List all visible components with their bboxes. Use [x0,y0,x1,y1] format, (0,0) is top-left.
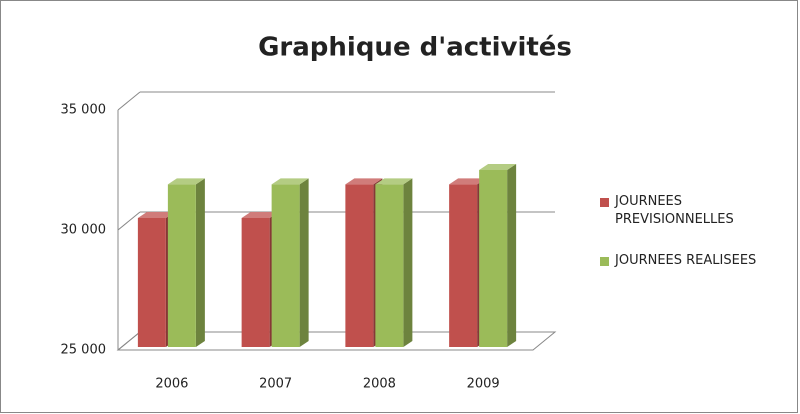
chart-title: Graphique d'activités [258,33,572,63]
bar [271,184,300,347]
bar [449,184,478,347]
bar [137,218,166,347]
y-tick-label: 25 000 [61,343,107,358]
bar [167,184,196,347]
bar-top [167,178,205,185]
bar-top [241,212,279,218]
bar-side [195,178,205,347]
bar-top [137,212,175,218]
grid-line [117,211,141,231]
bar-top [479,164,517,170]
x-tick-label: 2006 [155,377,188,392]
bar [241,218,270,347]
bar-top [375,178,413,185]
bar [479,170,508,347]
legend-swatch [600,257,609,266]
bar-top [345,178,383,185]
grid-line [117,91,141,111]
x-tick-label: 2007 [259,377,292,392]
grid-line [117,331,141,351]
legend-swatch [600,198,609,207]
bar-side [299,178,309,347]
bar [375,184,404,347]
bar-side [507,164,517,347]
bar-top [449,178,487,185]
bar-top [271,178,309,185]
legend-label: JOURNEES REALISEES [615,253,757,268]
y-tick-label: 30 000 [61,223,107,238]
x-tick-label: 2008 [363,377,396,392]
y-tick-label: 35 000 [61,103,107,118]
x-tick-label: 2009 [467,377,500,392]
legend-label: JOURNEES PREVISIONNELLES [615,194,734,227]
bar-side [403,178,413,347]
bar [345,184,374,347]
